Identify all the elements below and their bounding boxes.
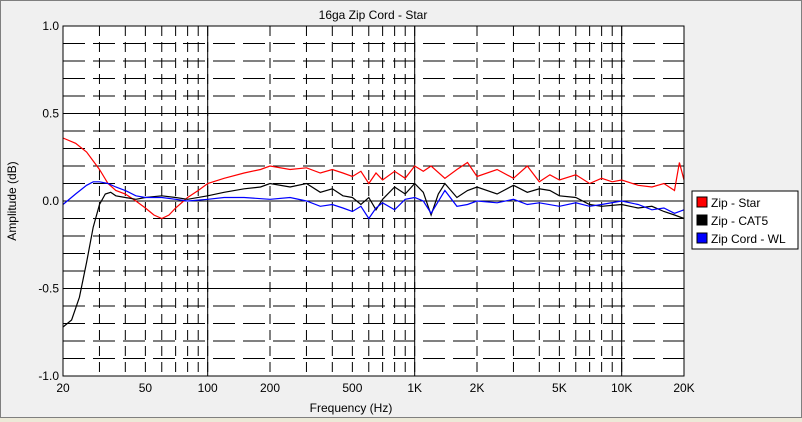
plot-frame xyxy=(62,25,685,377)
legend-box xyxy=(691,190,799,250)
x-axis-label: Frequency (Hz) xyxy=(310,401,393,415)
plot-area: 20 50 100 200 500 1K 2K 5K 10K 20K 1.0 0.5 0.0 -0.5 -1… xyxy=(38,19,694,395)
y-axis-label: Amplitude (dB) xyxy=(5,161,19,240)
x-tick-label: 20 xyxy=(56,381,70,395)
chart-title: 16ga Zip Cord - Star xyxy=(319,8,428,22)
legend: Zip - Star Zip - CAT5 Zip Cord - WL xyxy=(691,190,799,250)
x-tick-label: 20K xyxy=(673,381,694,395)
y-tick-label: 0.5 xyxy=(42,107,59,121)
x-tick-label: 2K xyxy=(470,381,485,395)
y-tick-label: -1.0 xyxy=(38,369,59,383)
series-line-3 xyxy=(62,181,685,220)
legend-label: Zip - CAT5 xyxy=(711,214,768,228)
series-line-1 xyxy=(62,137,685,220)
y-tick-label: 0.0 xyxy=(42,194,59,208)
x-tick-label: 1K xyxy=(407,381,422,395)
legend-swatch xyxy=(696,214,708,226)
x-tick-label: 100 xyxy=(198,381,218,395)
x-tick-label: 200 xyxy=(260,381,280,395)
legend-swatch xyxy=(696,232,708,244)
x-tick-label: 10K xyxy=(611,381,632,395)
x-tick-label: 5K xyxy=(552,381,567,395)
legend-swatch xyxy=(696,196,708,208)
x-tick-label: 50 xyxy=(139,381,153,395)
legend-label: Zip - Star xyxy=(711,196,760,210)
legend-label: Zip Cord - WL xyxy=(711,232,786,246)
y-tick-label: 1.0 xyxy=(42,19,59,33)
x-tick-label: 500 xyxy=(342,381,362,395)
series-line-2 xyxy=(62,182,685,328)
y-tick-label: -0.5 xyxy=(38,282,59,296)
